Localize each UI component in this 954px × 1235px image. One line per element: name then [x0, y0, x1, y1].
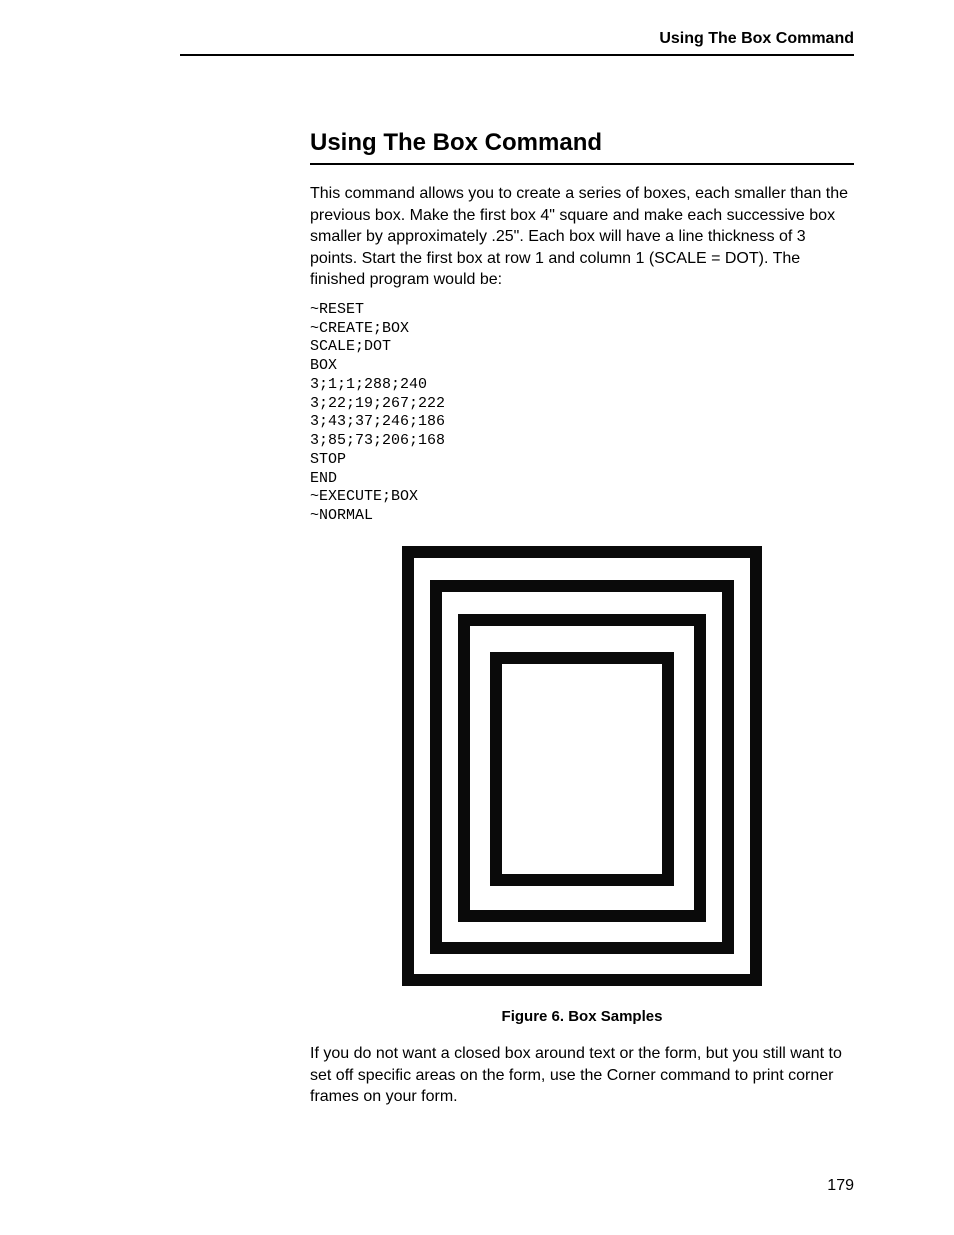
section-title: Using The Box Command [310, 129, 854, 165]
followup-paragraph: If you do not want a closed box around t… [310, 1043, 854, 1108]
running-header: Using The Box Command [180, 30, 854, 48]
code-listing: ~RESET ~CREATE;BOX SCALE;DOT BOX 3;1;1;2… [310, 301, 854, 526]
figure-wrap: Figure 6. Box Samples [310, 546, 854, 1025]
header-area: Using The Box Command [100, 30, 854, 59]
intro-paragraph: This command allows you to create a seri… [310, 183, 854, 291]
page: Using The Box Command Using The Box Comm… [0, 0, 954, 1148]
box-samples-figure [402, 546, 762, 986]
page-number: 179 [827, 1177, 854, 1195]
content-area: Using The Box Command This command allow… [100, 59, 854, 1108]
figure-caption: Figure 6. Box Samples [310, 1008, 854, 1025]
